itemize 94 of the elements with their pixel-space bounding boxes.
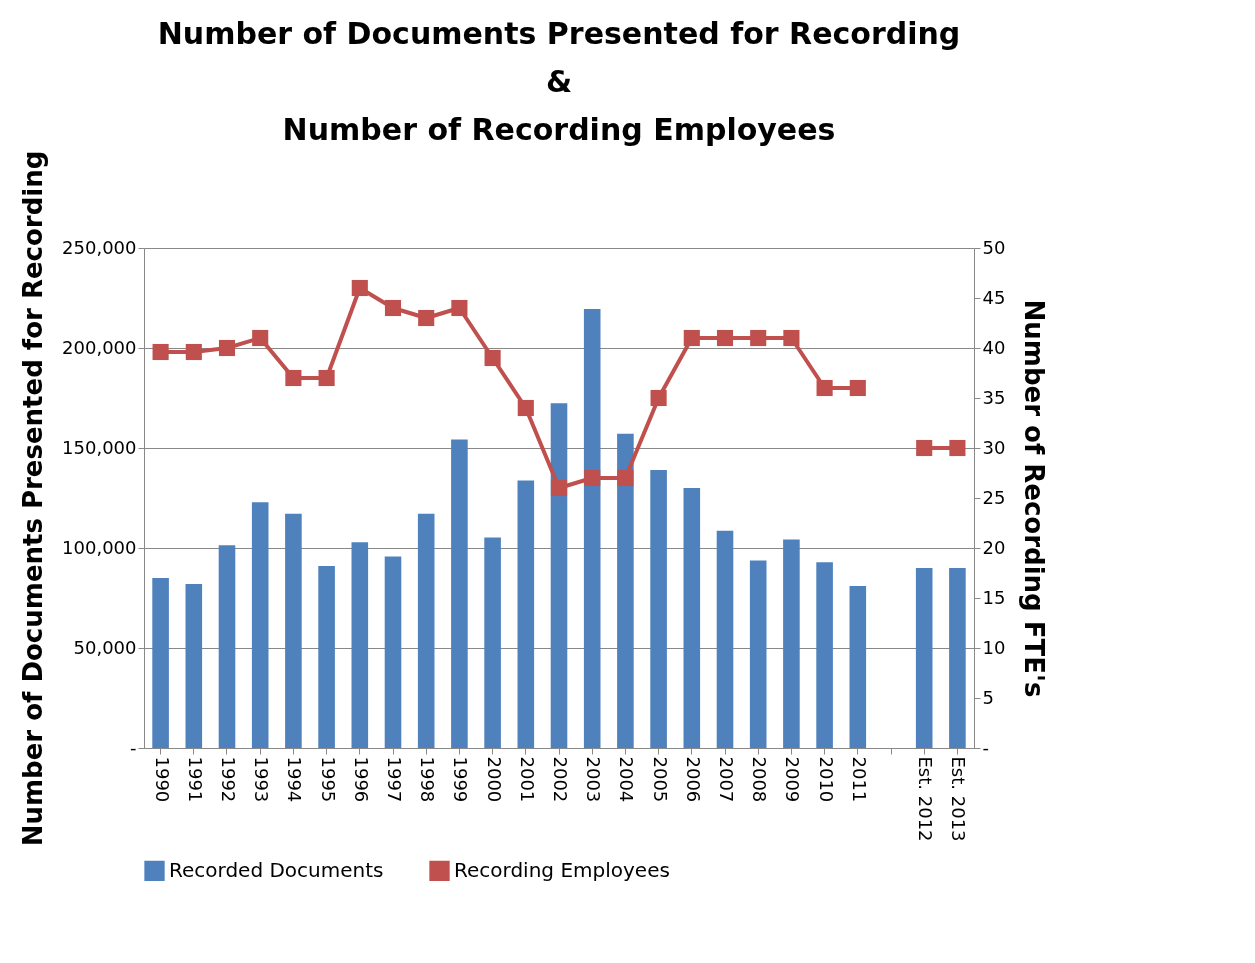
bar bbox=[451, 439, 468, 748]
bar bbox=[915, 568, 933, 748]
point bbox=[849, 379, 866, 397]
x-tick-label: Est. 2013 bbox=[948, 756, 970, 842]
x-tick-label: 2011 bbox=[848, 756, 870, 803]
bar bbox=[617, 433, 634, 748]
y-tick-label: 200,000 bbox=[62, 336, 137, 358]
legend-label: Recording Employees bbox=[454, 857, 670, 882]
point bbox=[716, 329, 734, 347]
point bbox=[384, 299, 402, 317]
x-tick-label: 2000 bbox=[483, 756, 505, 803]
bar bbox=[816, 562, 833, 748]
bar bbox=[849, 586, 867, 748]
bar bbox=[251, 502, 269, 748]
x-tick-label: 1995 bbox=[317, 756, 339, 803]
point bbox=[683, 329, 700, 347]
y2-tick-label: 25 bbox=[982, 486, 1006, 508]
x-tick-label: 1998 bbox=[417, 756, 439, 803]
y2-tick-label: 10 bbox=[982, 636, 1006, 658]
bar bbox=[716, 530, 734, 748]
point bbox=[418, 309, 435, 327]
y-axis-title: Number of Documents Presented for Recording bbox=[18, 150, 49, 847]
point bbox=[750, 329, 767, 347]
y2-axis-title: Number of Recording FTE's bbox=[1019, 299, 1050, 698]
y2-tick-label: 35 bbox=[982, 386, 1006, 408]
point bbox=[252, 329, 269, 347]
y2-tick-label: 5 bbox=[982, 686, 994, 708]
bar bbox=[550, 403, 568, 748]
bar bbox=[417, 513, 435, 748]
x-tick-label: 1996 bbox=[350, 756, 372, 803]
y-tick-label: - bbox=[130, 736, 137, 758]
point bbox=[152, 343, 169, 361]
bar bbox=[583, 309, 601, 748]
point bbox=[484, 349, 501, 367]
x-tick-label: 1990 bbox=[151, 756, 173, 803]
bar bbox=[285, 513, 302, 748]
bar bbox=[152, 578, 169, 748]
point bbox=[351, 279, 368, 297]
bar bbox=[384, 556, 402, 748]
y2-tick-label: 15 bbox=[982, 586, 1006, 608]
y-tick-label: 100,000 bbox=[62, 536, 137, 558]
point bbox=[949, 439, 966, 457]
x-tick-label: 2010 bbox=[815, 756, 837, 803]
x-tick-label: 2006 bbox=[682, 756, 704, 803]
bar bbox=[484, 537, 501, 748]
y-tick-label: 150,000 bbox=[62, 436, 137, 458]
point bbox=[318, 369, 335, 387]
x-tick-label: 1992 bbox=[218, 756, 239, 803]
point bbox=[783, 329, 800, 347]
point bbox=[617, 469, 634, 487]
bar bbox=[218, 545, 236, 748]
y2-tick-label: 40 bbox=[982, 336, 1006, 358]
x-tick-label: 2009 bbox=[782, 756, 804, 803]
point bbox=[584, 469, 601, 487]
y2-tick-label: 50 bbox=[982, 236, 1006, 258]
x-tick-label: 1999 bbox=[450, 756, 472, 803]
x-tick-label: 2004 bbox=[616, 756, 638, 803]
bar bbox=[749, 560, 767, 748]
point bbox=[816, 379, 833, 397]
x-tick-label: 1993 bbox=[251, 756, 273, 803]
x-tick-label: 1994 bbox=[284, 756, 306, 803]
x-tick-label: 1997 bbox=[384, 756, 405, 803]
legend-label: Recorded Documents bbox=[169, 857, 384, 882]
point bbox=[285, 369, 302, 387]
bar bbox=[185, 584, 203, 748]
bar bbox=[351, 542, 369, 748]
x-tick-label: 2003 bbox=[583, 756, 605, 803]
point bbox=[451, 299, 468, 317]
point bbox=[550, 479, 568, 497]
y2-tick-label: 30 bbox=[982, 436, 1006, 458]
bar bbox=[517, 480, 535, 748]
chart-title: Number of Documents Presented for Recording & Number of Recording Employees bbox=[157, 16, 961, 148]
point bbox=[916, 439, 933, 457]
y2-tick-label: - bbox=[982, 736, 989, 758]
x-tick-label: 2008 bbox=[749, 756, 771, 803]
bar bbox=[650, 470, 667, 748]
bar bbox=[318, 566, 335, 748]
y-tick-label: 50,000 bbox=[73, 636, 137, 658]
x-tick-label: 2002 bbox=[550, 756, 571, 803]
y2-tick-label: 45 bbox=[982, 286, 1006, 308]
bar bbox=[783, 539, 800, 748]
y-tick-label: 250,000 bbox=[62, 236, 137, 258]
x-tick-label: 1991 bbox=[184, 756, 206, 803]
point bbox=[218, 339, 236, 357]
x-tick-label: 2001 bbox=[516, 756, 538, 803]
x-tick-label: Est. 2012 bbox=[915, 756, 937, 842]
x-tick-label: 2007 bbox=[716, 756, 737, 803]
point bbox=[517, 399, 534, 417]
point bbox=[650, 389, 667, 407]
bar bbox=[683, 488, 701, 748]
y2-tick-label: 20 bbox=[982, 536, 1006, 558]
bar bbox=[949, 568, 966, 748]
point bbox=[185, 343, 202, 361]
x-tick-label: 2005 bbox=[649, 756, 671, 803]
